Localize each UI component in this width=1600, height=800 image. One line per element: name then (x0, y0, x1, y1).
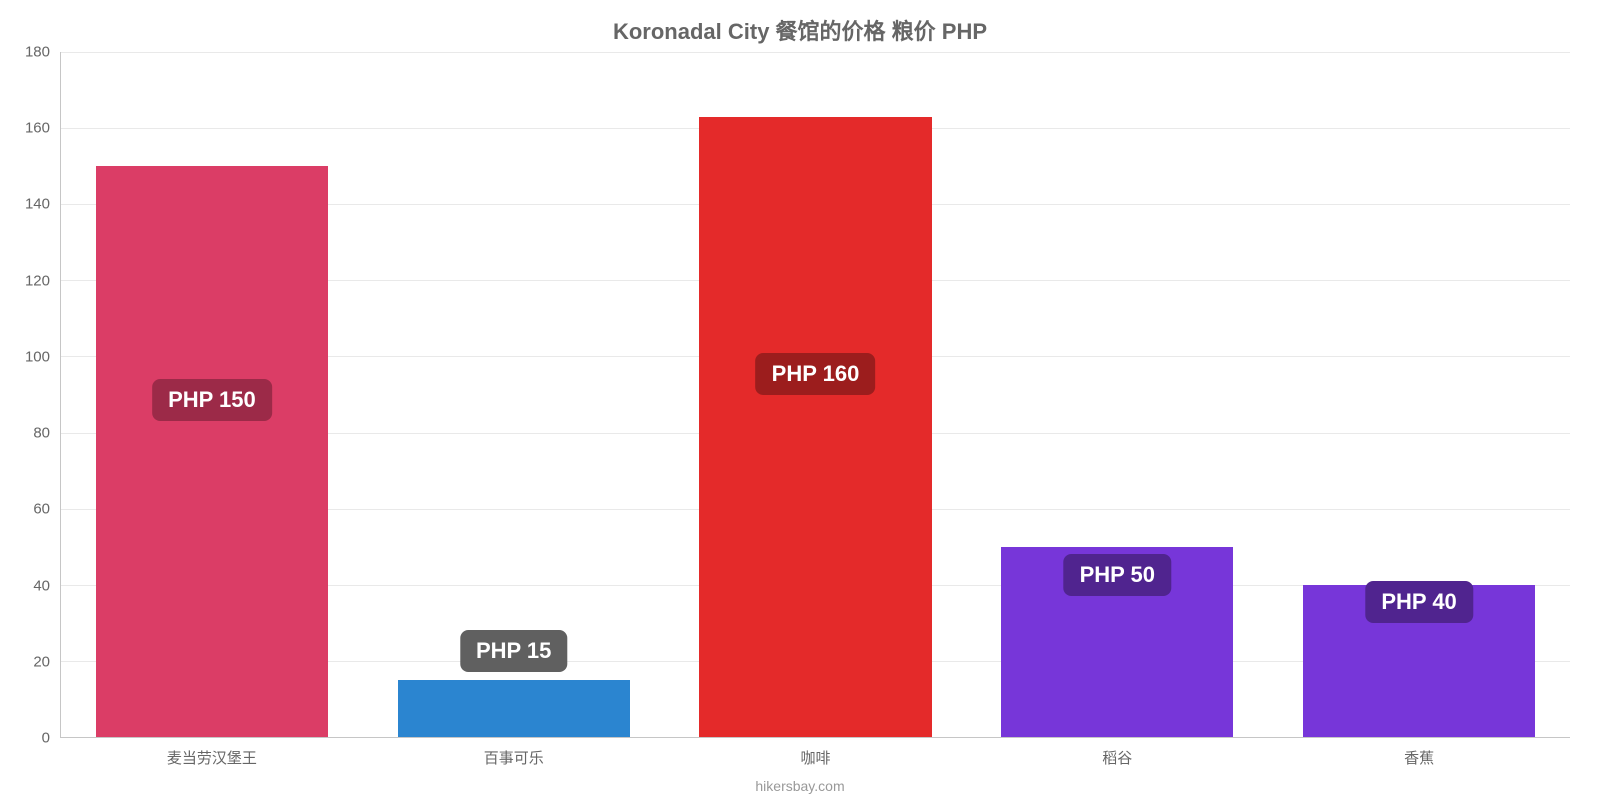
bar-value-label: PHP 40 (1365, 581, 1472, 623)
x-axis-label: 香蕉 (1268, 747, 1570, 768)
y-tick-label: 180 (25, 44, 50, 61)
x-axis-label: 咖啡 (665, 747, 967, 768)
y-tick-label: 40 (33, 577, 50, 594)
y-tick-label: 0 (42, 730, 50, 747)
y-tick-label: 140 (25, 196, 50, 213)
x-axis-labels: 麦当劳汉堡王百事可乐咖啡稻谷香蕉 (61, 747, 1570, 768)
bar-slot: PHP 15 (363, 52, 665, 737)
bar (398, 680, 630, 737)
bar-value-label: PHP 160 (756, 353, 876, 395)
plot-area: 020406080100120140160180 PHP 150PHP 15PH… (0, 52, 1600, 800)
price-chart: Koronadal City 餐馆的价格 粮价 PHP 0 20 40 60 80 100… (0, 0, 1600, 800)
y-tick-label: 160 (25, 120, 50, 137)
y-tick-label: 80 (33, 425, 50, 442)
bar-slot: PHP 160 (665, 52, 967, 737)
bar-value-label: PHP 150 (152, 379, 272, 421)
bar (699, 117, 931, 737)
y-tick-label: 120 (25, 272, 50, 289)
y-tick-label: 60 (33, 501, 50, 518)
bars-container: PHP 150 PHP 15 PHP 160 PHP 50 PHP 40 (61, 52, 1570, 737)
bar-slot: PHP 40 (1268, 52, 1570, 737)
y-tick-label: 100 (25, 348, 50, 365)
y-axis: 020406080100120140160180 (0, 52, 60, 738)
bar-slot: PHP 50 (966, 52, 1268, 737)
x-axis-label: 稻谷 (966, 747, 1268, 768)
x-axis-label: 百事可乐 (363, 747, 665, 768)
bar (96, 166, 328, 737)
bar-value-label: PHP 15 (460, 630, 567, 672)
bar-value-label: PHP 50 (1064, 554, 1171, 596)
chart-title: Koronadal City 餐馆的价格 粮价 PHP (0, 0, 1600, 52)
y-tick-label: 20 (33, 653, 50, 670)
chart-grid: PHP 150PHP 15PHP 160PHP 50PHP 40 麦当劳汉堡王百… (60, 52, 1570, 738)
x-axis-label: 麦当劳汉堡王 (61, 747, 363, 768)
source-text: hikersbay.com (0, 778, 1600, 794)
bar-slot: PHP 150 (61, 52, 363, 737)
